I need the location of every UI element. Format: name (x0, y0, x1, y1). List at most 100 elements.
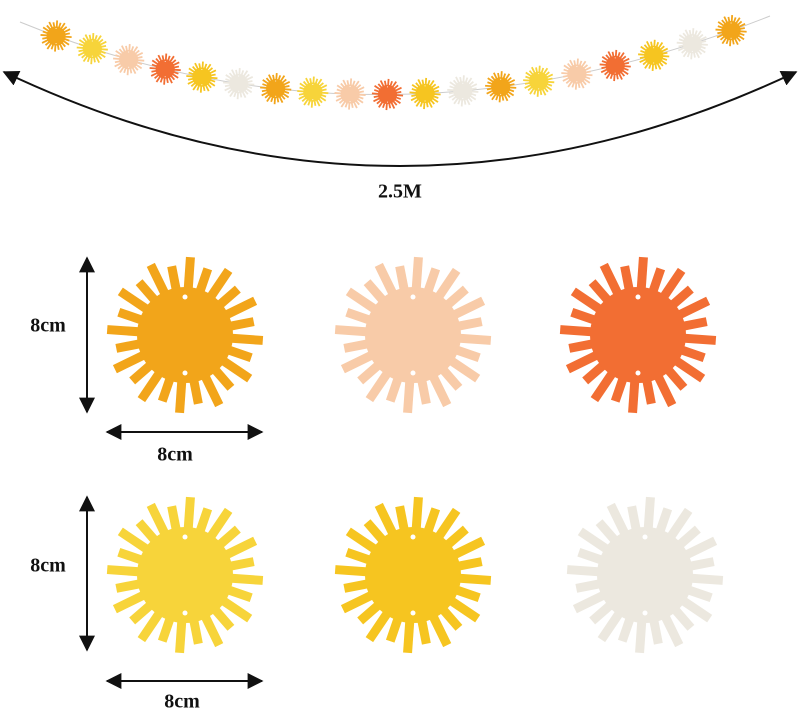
sun-hole (91, 40, 93, 42)
sun-disc (415, 83, 435, 104)
sun (676, 28, 708, 60)
width-label: 8cm (164, 691, 200, 713)
sun-hole (500, 78, 502, 80)
height-label: 8cm (30, 315, 66, 337)
sun-disc (567, 64, 587, 84)
sun (485, 71, 517, 103)
sun-hole (653, 62, 655, 64)
sun (523, 65, 555, 97)
sun-hole (424, 100, 426, 102)
sun-hole (182, 370, 188, 376)
sun-hole (201, 69, 203, 71)
sun-hole (576, 81, 578, 83)
length-label: 2.5M (378, 181, 422, 203)
sun-disc (82, 38, 102, 59)
sun (334, 496, 492, 654)
sun-samples (106, 256, 724, 654)
sun (566, 496, 724, 654)
sun-hole (730, 22, 732, 24)
sun-hole (164, 61, 166, 63)
sun-disc (590, 287, 686, 383)
sun-hole (410, 534, 416, 540)
sun (559, 256, 717, 414)
sun (409, 77, 441, 110)
sun-hole (312, 83, 314, 85)
sun-disc (137, 287, 233, 383)
sun-hole (642, 610, 648, 616)
sun (106, 256, 264, 414)
sun (334, 78, 366, 110)
sun (561, 58, 593, 90)
sun-disc (605, 55, 625, 76)
length-arrow (2, 70, 798, 167)
sun-hole (614, 72, 616, 74)
sun-disc (119, 50, 139, 70)
sun-hole (576, 66, 578, 68)
sun-hole (128, 51, 130, 53)
sun-hole (691, 35, 693, 37)
sun-disc (229, 74, 249, 94)
sun (638, 39, 670, 72)
sun (447, 75, 479, 107)
sun (715, 15, 747, 47)
sun-hole (349, 85, 351, 87)
sun-disc (453, 81, 473, 101)
sun (113, 43, 145, 76)
sun (106, 496, 264, 654)
sun-disc (377, 84, 398, 105)
sun-hole (182, 610, 188, 616)
sun-disc (365, 527, 461, 623)
sun-hole (387, 101, 388, 103)
sun (599, 49, 631, 82)
sun-hole (691, 50, 693, 52)
sun-hole (462, 97, 464, 99)
sun-hole (642, 534, 648, 540)
sun-hole (424, 85, 426, 87)
sun (297, 76, 329, 108)
sun (40, 20, 72, 52)
sun-hole (410, 370, 416, 376)
sun-disc (597, 527, 693, 623)
sun-hole (653, 47, 655, 49)
sun (371, 78, 404, 111)
sun (334, 256, 492, 414)
height-label: 8cm (30, 555, 66, 577)
sun-hole (128, 66, 130, 68)
sun-hole (201, 84, 203, 86)
sun-hole (410, 294, 416, 300)
sun (76, 32, 108, 65)
sun-hole (500, 93, 502, 95)
sun (223, 67, 255, 100)
sun-hole (275, 95, 277, 97)
sun-disc (644, 45, 664, 66)
sun-disc (721, 21, 741, 41)
garland (19, 15, 771, 111)
sun (186, 61, 218, 93)
sun-hole (91, 55, 93, 57)
sun (149, 53, 181, 85)
sun-hole (614, 57, 616, 59)
sun-disc (192, 67, 212, 87)
sun-hole (538, 88, 540, 90)
sun-disc (682, 34, 702, 54)
sun-disc (365, 287, 461, 383)
sun-disc (491, 77, 511, 97)
sun-disc (529, 71, 549, 91)
sun-hole (275, 80, 277, 82)
sun-disc (303, 82, 323, 102)
sun-hole (730, 37, 732, 39)
sun-hole (238, 90, 240, 92)
sun-hole (55, 27, 57, 29)
sun-hole (387, 86, 388, 88)
sun-disc (266, 79, 286, 99)
sun-hole (410, 610, 416, 616)
sun-disc (46, 26, 66, 46)
sun-hole (635, 370, 641, 376)
sun-hole (182, 294, 188, 300)
sun-disc (137, 527, 233, 623)
sun-disc (155, 59, 175, 79)
sun (260, 72, 292, 105)
sun-hole (55, 43, 57, 45)
sun-disc (340, 84, 360, 104)
